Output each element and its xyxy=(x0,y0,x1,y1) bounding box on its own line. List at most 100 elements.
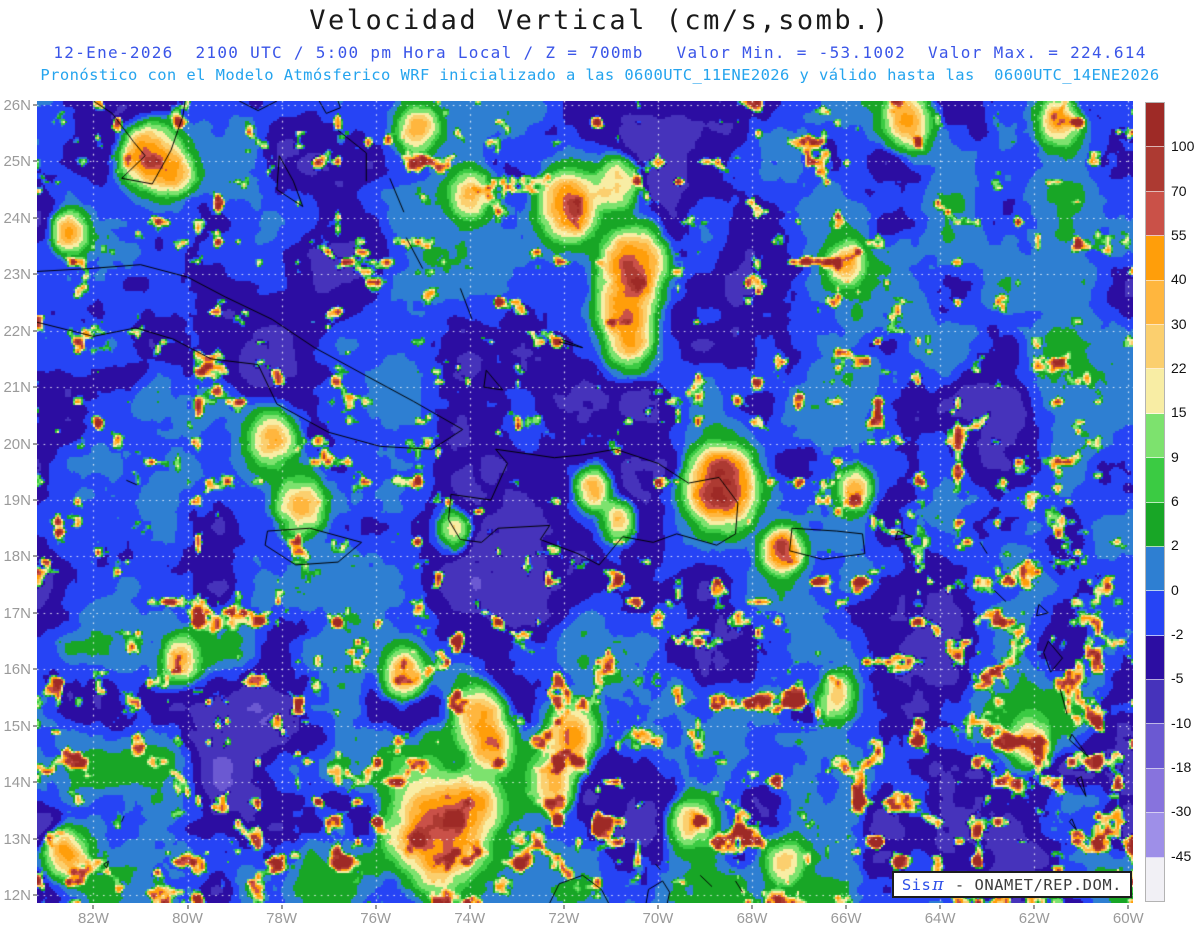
lon-tick-label: 60W xyxy=(1112,910,1144,927)
lat-tick-label: 26N xyxy=(3,96,31,114)
colorbar-tick-label: 40 xyxy=(1171,271,1187,288)
lat-tick-label: 19N xyxy=(3,492,31,510)
colorbar-tick-label: -2 xyxy=(1171,626,1184,642)
lon-tick-label: 80W xyxy=(172,910,203,927)
colorbar-segment xyxy=(1146,813,1164,858)
lat-tick-mark xyxy=(33,611,37,614)
lat-tick-mark xyxy=(33,499,37,502)
colorbar-tick-label: -45 xyxy=(1171,847,1192,864)
lat-tick-label: 15N xyxy=(3,717,31,735)
lat-tick-mark xyxy=(33,894,37,897)
lon-tick-mark xyxy=(92,905,95,909)
colorbar-segment xyxy=(1146,591,1164,636)
colorbar-segment xyxy=(1146,147,1164,192)
lon-tick-mark xyxy=(562,905,565,909)
lon-tick-mark xyxy=(186,905,189,909)
lat-tick-mark xyxy=(33,555,37,558)
lat-tick-mark xyxy=(33,103,37,106)
colorbar-tick-label: -5 xyxy=(1171,670,1184,687)
colorbar-segment xyxy=(1146,103,1164,148)
lat-tick-label: 24N xyxy=(3,209,31,227)
lon-tick-mark xyxy=(656,905,659,909)
colorbar-tick-label: 55 xyxy=(1171,227,1187,243)
lat-tick-mark xyxy=(33,386,37,389)
valid-time-minmax-line: 12-Ene-2026 2100 UTC / 5:00 pm Hora Loca… xyxy=(53,43,1147,62)
watermark-badge: Sis π - ONAMET/REP.DOM. xyxy=(891,871,1132,898)
lat-tick-mark xyxy=(33,216,37,219)
model-init-line: Pronóstico con el Modelo Atmósferico WRF… xyxy=(40,66,1160,84)
lon-tick-mark xyxy=(1033,905,1036,909)
colorbar-segment xyxy=(1146,191,1164,237)
lon-tick-mark xyxy=(1127,905,1130,909)
lat-tick-label: 12N xyxy=(3,887,31,905)
lon-tick-label: 68W xyxy=(736,910,768,927)
lon-tick-label: 78W xyxy=(266,910,298,927)
colorbar-segment xyxy=(1146,768,1164,814)
lon-tick-mark xyxy=(939,905,942,909)
colorbar xyxy=(1145,102,1165,902)
lon-tick-label: 72W xyxy=(548,910,580,927)
lat-tick-label: 25N xyxy=(3,153,31,171)
colorbar-segment xyxy=(1146,324,1164,370)
lat-tick-label: 13N xyxy=(3,830,31,848)
vertical-velocity-field-canvas xyxy=(37,101,1133,903)
colorbar-segment xyxy=(1146,724,1164,769)
colorbar-tick-label: 0 xyxy=(1171,581,1179,598)
lat-tick-label: 22N xyxy=(3,322,31,340)
lat-tick-mark xyxy=(33,668,37,671)
chart-title: Velocidad Vertical (cm/s,somb.) xyxy=(309,5,891,36)
lon-tick-label: 64W xyxy=(924,910,956,927)
colorbar-tick-label: -30 xyxy=(1171,803,1192,820)
colorbar-tick-label: 6 xyxy=(1171,493,1179,509)
colorbar-segment xyxy=(1146,502,1164,547)
lat-tick-label: 20N xyxy=(3,435,31,453)
lon-tick-label: 76W xyxy=(360,910,392,927)
lon-tick-mark xyxy=(280,905,283,909)
map-area: Sis π - ONAMET/REP.DOM. xyxy=(37,101,1133,903)
colorbar-tick-label: 100 xyxy=(1171,138,1195,155)
colorbar-tick-label: 22 xyxy=(1171,360,1187,376)
lon-tick-mark xyxy=(750,905,753,909)
colorbar-tick-label: 70 xyxy=(1171,182,1187,199)
lon-tick-mark xyxy=(845,905,848,909)
colorbar-segment xyxy=(1146,680,1164,725)
colorbar-tick-label: 9 xyxy=(1171,448,1179,465)
lon-tick-mark xyxy=(374,905,377,909)
watermark-pi-symbol: π xyxy=(932,874,945,895)
lat-tick-label: 17N xyxy=(3,604,31,622)
lat-tick-mark xyxy=(33,442,37,445)
lon-tick-mark xyxy=(468,905,471,909)
colorbar-segment xyxy=(1146,236,1164,281)
colorbar-segment xyxy=(1146,857,1164,902)
lat-tick-mark xyxy=(33,724,37,727)
lat-tick-label: 16N xyxy=(3,661,31,679)
colorbar-tick-label: -10 xyxy=(1171,714,1192,731)
watermark-brand: Sis xyxy=(901,875,932,894)
colorbar-tick-label: -18 xyxy=(1171,759,1192,775)
colorbar-tick-label: 15 xyxy=(1171,404,1187,421)
colorbar-segment xyxy=(1146,369,1164,414)
colorbar-segment xyxy=(1146,458,1164,503)
colorbar-segment xyxy=(1146,413,1164,459)
lat-tick-label: 23N xyxy=(3,266,31,284)
colorbar-segment xyxy=(1146,635,1164,681)
lat-tick-mark xyxy=(33,837,37,840)
lat-tick-label: 18N xyxy=(3,548,31,566)
lat-tick-mark xyxy=(33,781,37,784)
colorbar-segment xyxy=(1146,546,1164,592)
lat-tick-label: 14N xyxy=(3,774,31,792)
lat-tick-mark xyxy=(33,160,37,163)
colorbar-tick-label: 30 xyxy=(1171,315,1187,332)
lon-tick-label: 66W xyxy=(830,910,862,927)
colorbar-segment xyxy=(1146,280,1164,325)
lat-tick-label: 21N xyxy=(3,379,31,397)
watermark-org: - ONAMET/REP.DOM. xyxy=(945,875,1122,894)
lat-tick-mark xyxy=(33,329,37,332)
lon-tick-label: 70W xyxy=(642,910,674,927)
lon-tick-label: 62W xyxy=(1018,910,1050,927)
lon-tick-label: 82W xyxy=(78,910,109,927)
colorbar-tick-label: 2 xyxy=(1171,537,1179,554)
lat-tick-mark xyxy=(33,273,37,276)
lon-tick-label: 74W xyxy=(454,910,486,927)
